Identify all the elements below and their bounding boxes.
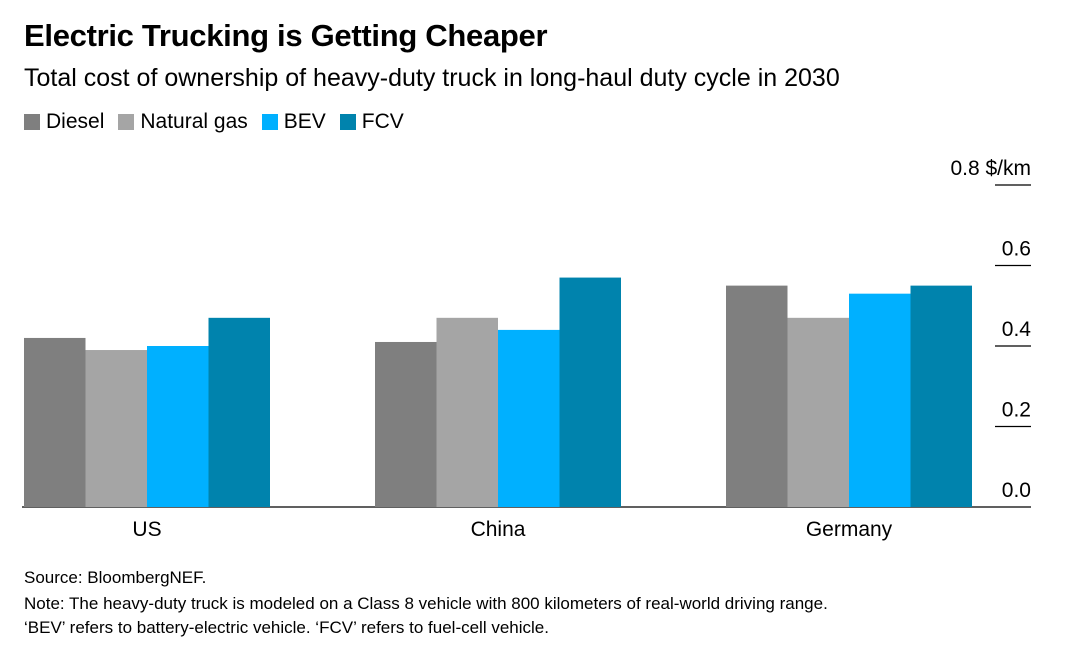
bar-diesel-us <box>24 337 86 507</box>
source-note: Source: BloombergNEF. <box>24 568 207 587</box>
chart-subtitle: Total cost of ownership of heavy-duty tr… <box>24 64 840 92</box>
footnote-1: Note: The heavy-duty truck is modeled on… <box>24 594 828 613</box>
x-tick-label: US <box>132 518 161 541</box>
legend-item: Natural gas <box>118 110 248 134</box>
x-tick-label: Germany <box>806 518 893 541</box>
bar-bev-us <box>147 346 209 507</box>
y-tick-label: 0.4 <box>1002 318 1032 341</box>
bar-natural-gas-china <box>436 317 498 507</box>
x-tick-label: China <box>471 518 526 541</box>
legend: Diesel Natural gas BEV FCV <box>24 110 404 134</box>
bar-natural-gas-us <box>85 350 147 507</box>
bar-diesel-germany <box>726 285 788 507</box>
chart-title: Electric Trucking is Getting Cheaper <box>24 18 548 53</box>
footnote-2: ‘BEV’ refers to battery-electric vehicle… <box>24 618 549 637</box>
legend-label: Diesel <box>46 110 105 133</box>
bar-fcv-china <box>559 277 621 507</box>
legend-label: FCV <box>361 110 404 133</box>
bar-bev-china <box>498 329 560 507</box>
legend-swatch <box>339 114 356 130</box>
bar-diesel-china <box>375 341 437 507</box>
bar-fcv-germany <box>910 285 972 507</box>
legend-label: Natural gas <box>140 110 248 133</box>
legend-item: FCV <box>339 110 404 134</box>
bar-chart: 0.0 0.2 0.4 0.6 0.8 $/km US China Germany <box>22 157 1032 541</box>
y-tick-label: 0.2 <box>1002 399 1031 422</box>
y-tick-label: 0.0 <box>1002 479 1031 502</box>
legend-swatch <box>118 114 135 130</box>
legend-item: BEV <box>261 110 326 134</box>
y-tick-label: 0.6 <box>1002 238 1031 261</box>
legend-swatch <box>261 114 278 130</box>
bar-natural-gas-germany <box>787 317 849 507</box>
legend-item: Diesel <box>24 110 104 134</box>
legend-label: BEV <box>283 110 326 133</box>
y-tick-label: 0.8 $/km <box>950 157 1031 180</box>
bar-bev-germany <box>849 293 911 507</box>
bar-fcv-us <box>208 317 270 507</box>
legend-swatch <box>24 114 40 130</box>
